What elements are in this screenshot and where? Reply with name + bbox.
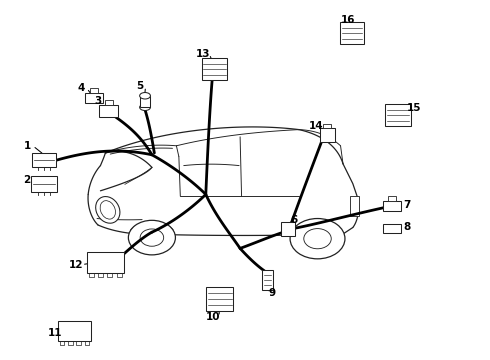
Text: 16: 16 (341, 15, 355, 25)
Bar (388, 196, 396, 201)
Bar (31, 176, 57, 192)
Text: 14: 14 (309, 121, 323, 131)
Circle shape (128, 220, 175, 255)
Text: 7: 7 (403, 200, 411, 210)
Bar (320, 128, 335, 142)
Bar (202, 58, 227, 80)
Text: 1: 1 (24, 141, 30, 151)
Bar (206, 287, 233, 310)
Text: 2: 2 (24, 175, 30, 185)
Bar (323, 124, 331, 128)
Text: 4: 4 (77, 83, 85, 93)
Bar (385, 104, 411, 126)
Ellipse shape (96, 197, 120, 223)
Text: 10: 10 (206, 312, 220, 322)
Text: 15: 15 (407, 103, 421, 113)
Circle shape (304, 229, 331, 249)
Bar (350, 196, 359, 216)
Circle shape (295, 222, 340, 255)
Text: 5: 5 (136, 81, 143, 91)
Bar (90, 88, 98, 93)
Text: 3: 3 (95, 96, 101, 106)
Text: 9: 9 (269, 288, 275, 298)
Ellipse shape (100, 201, 116, 219)
Bar (58, 321, 91, 341)
Text: 6: 6 (291, 215, 297, 225)
Ellipse shape (140, 104, 150, 111)
Bar (140, 96, 150, 107)
Ellipse shape (140, 93, 150, 99)
Bar (87, 252, 123, 273)
Bar (85, 93, 103, 103)
Bar (32, 153, 56, 167)
Bar (99, 104, 118, 117)
Text: 12: 12 (69, 260, 83, 270)
Bar (281, 222, 295, 236)
Bar (262, 270, 273, 290)
Text: 11: 11 (48, 328, 62, 338)
Bar (383, 224, 401, 233)
Circle shape (290, 219, 345, 259)
Bar (340, 22, 364, 44)
Text: 8: 8 (403, 222, 410, 232)
Text: 13: 13 (196, 49, 211, 59)
Bar (105, 100, 113, 105)
Bar (383, 201, 401, 211)
Circle shape (140, 229, 164, 246)
